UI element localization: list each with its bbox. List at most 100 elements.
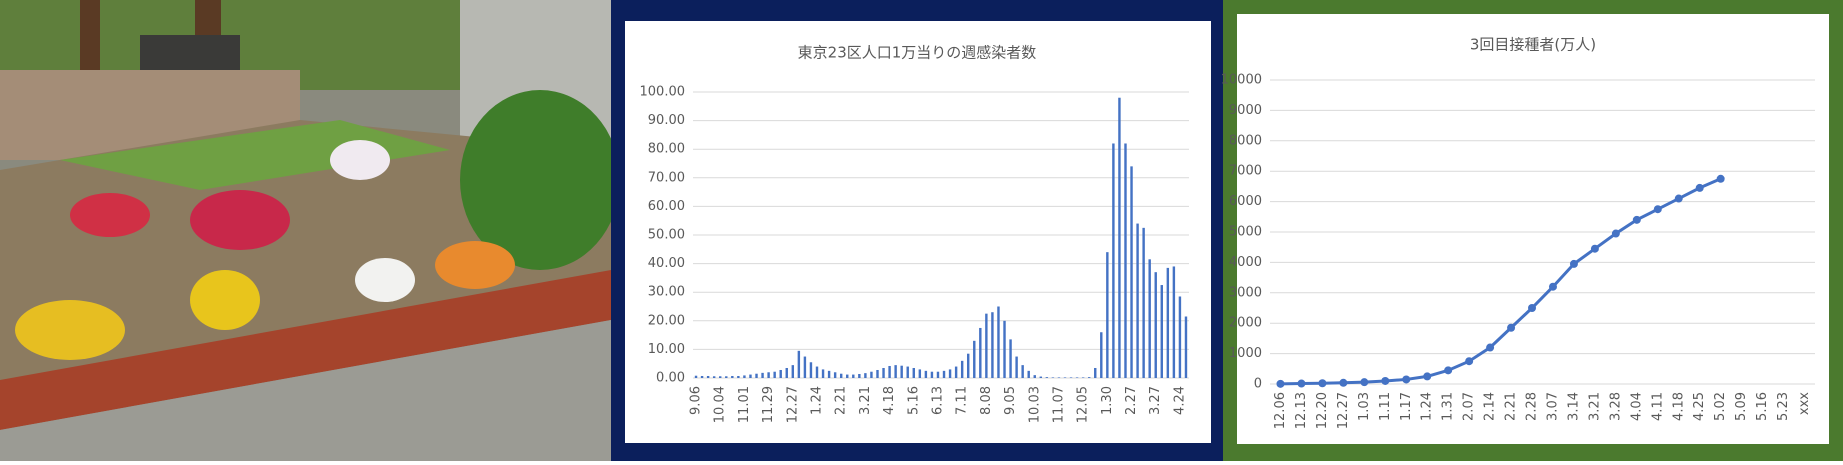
bar: [870, 371, 873, 378]
flowers: [70, 193, 150, 237]
chart-area: [1237, 14, 1829, 444]
marker: [1339, 378, 1348, 387]
x-tick-label: 2.21: [1504, 392, 1519, 421]
y-tick-label: 10.00: [648, 342, 685, 357]
y-tick-label: 1000: [1229, 346, 1262, 361]
bar: [712, 376, 716, 378]
x-tick-label: 3.07: [1545, 392, 1560, 421]
line: [1280, 177, 1722, 386]
y-tick-label: 3000: [1229, 285, 1262, 300]
bar: [731, 375, 734, 378]
x-tick-label: 5.09: [1734, 392, 1749, 421]
y-tick-label: 7000: [1229, 164, 1262, 179]
bar: [936, 371, 940, 378]
bar: [1009, 339, 1012, 378]
x-tick-label: 3.27: [1148, 386, 1163, 415]
x-tick-label: 1.30: [1100, 386, 1115, 415]
bar: [821, 369, 825, 378]
bar: [1100, 332, 1103, 378]
bar: [725, 376, 728, 378]
marker: [1611, 229, 1620, 238]
bar: [803, 356, 807, 378]
y-tick-label: 80.00: [648, 142, 685, 157]
x-tick-label: 2.14: [1483, 392, 1498, 421]
y-tick-label: 10000: [1221, 73, 1262, 88]
bar: [1160, 285, 1163, 378]
x-tick-label: 10.03: [1027, 386, 1042, 423]
bar: [924, 370, 928, 378]
bar: [1027, 370, 1030, 378]
x-tick-label: 6.13: [930, 386, 945, 415]
x-tick-label: 5.23: [1776, 392, 1791, 421]
x-tick-label: 3.21: [1587, 392, 1602, 421]
marker: [1548, 282, 1557, 291]
bar: [737, 375, 740, 378]
chart-area: [625, 21, 1211, 443]
bar: [767, 372, 770, 378]
x-tick-label: 10.04: [713, 386, 728, 423]
bar: [906, 366, 909, 378]
y-tick-label: 4000: [1229, 255, 1262, 270]
x-tick-label: 4.25: [1692, 392, 1707, 421]
bench: [140, 35, 240, 75]
x-tick-label: 9.06: [689, 386, 704, 415]
bar: [827, 370, 831, 378]
bar: [706, 375, 710, 378]
bar: [1063, 377, 1067, 378]
y-tick-label: 90.00: [648, 113, 685, 128]
y-tick-label: 8000: [1229, 133, 1262, 148]
bar: [785, 367, 788, 378]
lawn: [60, 120, 450, 190]
bar: [954, 366, 958, 378]
pavement: [0, 320, 611, 461]
y-tick-label: 6000: [1229, 194, 1262, 209]
bar: [1154, 272, 1157, 378]
bar: [1148, 259, 1151, 378]
marker: [1507, 323, 1516, 332]
marker: [1402, 375, 1411, 384]
marker: [1486, 343, 1495, 352]
x-tick-label: 5.16: [1755, 392, 1770, 421]
bar: [1178, 296, 1182, 378]
x-tick-label: 4.18: [882, 386, 897, 415]
x-tick-label: 1.11: [1378, 392, 1393, 421]
bar: [1184, 316, 1188, 378]
flowers: [355, 258, 415, 302]
bar: [979, 327, 982, 378]
bar: [942, 370, 946, 378]
x-tick-label: 7.11: [955, 386, 970, 415]
x-tick-label: 2.07: [1462, 392, 1477, 421]
marker: [1653, 205, 1662, 214]
bar: [1172, 266, 1176, 378]
bar: [1142, 227, 1145, 378]
flowers: [15, 300, 125, 360]
x-tick-label: 1.24: [1420, 392, 1435, 421]
bar: [930, 371, 934, 378]
x-tick-label: 4.11: [1650, 392, 1665, 421]
marker: [1423, 372, 1432, 381]
bar: [1087, 377, 1091, 378]
x-tick-label: 1.31: [1441, 392, 1456, 421]
bar: [948, 369, 952, 378]
x-tick-label: 2.27: [1124, 386, 1139, 415]
y-tick-label: 2000: [1229, 316, 1262, 331]
marker: [1632, 215, 1641, 224]
bar: [900, 365, 903, 378]
bar: [1003, 320, 1006, 378]
x-tick-label: 5.02: [1713, 392, 1728, 421]
y-tick-label: 50.00: [648, 228, 685, 243]
bar: [876, 369, 879, 378]
bar: [1118, 97, 1121, 378]
bar: [1094, 367, 1097, 378]
flowers: [330, 140, 390, 180]
x-tick-label: 12.13: [1294, 392, 1309, 429]
x-tick-label: 1.17: [1399, 392, 1414, 421]
bush: [460, 90, 620, 270]
bar: [779, 369, 782, 378]
bar: [719, 376, 722, 378]
x-tick-label: 4.24: [1172, 386, 1187, 415]
bar: [912, 367, 915, 378]
brick-border: [0, 270, 611, 430]
y-tick-label: 40.00: [648, 256, 685, 271]
x-tick-label: 3.21: [858, 386, 873, 415]
